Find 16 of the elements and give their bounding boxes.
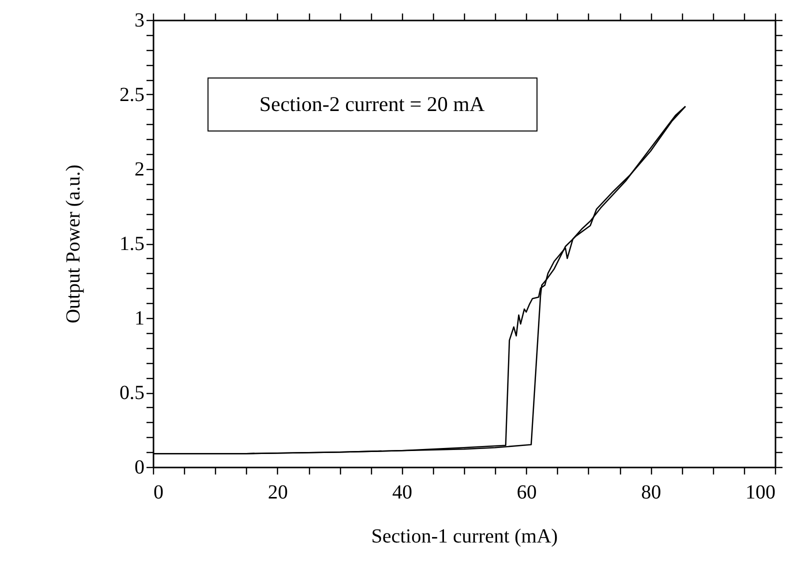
x-axis-title: Section-1 current (mA) bbox=[371, 526, 558, 548]
x-tick-label: 100 bbox=[746, 482, 776, 504]
y-tick-label: 3 bbox=[134, 10, 144, 32]
x-tick-label: 0 bbox=[154, 482, 164, 504]
x-tick-label: 20 bbox=[268, 482, 288, 504]
annotation: Section-2 current = 20 mA bbox=[259, 92, 486, 116]
x-tick-label: 60 bbox=[516, 482, 537, 504]
y-tick-label: 2.5 bbox=[120, 84, 144, 106]
x-tick-label: 40 bbox=[392, 482, 412, 504]
y-tick-label: 0 bbox=[134, 456, 144, 478]
y-tick-label: 1.5 bbox=[120, 233, 144, 255]
x-tick-label: 80 bbox=[641, 482, 662, 504]
y-tick-label: 0.5 bbox=[120, 382, 144, 404]
y-axis-title: Output Power (a.u.) bbox=[62, 164, 84, 324]
y-tick-label: 2 bbox=[134, 158, 144, 180]
y-tick-label: 1 bbox=[134, 308, 144, 330]
